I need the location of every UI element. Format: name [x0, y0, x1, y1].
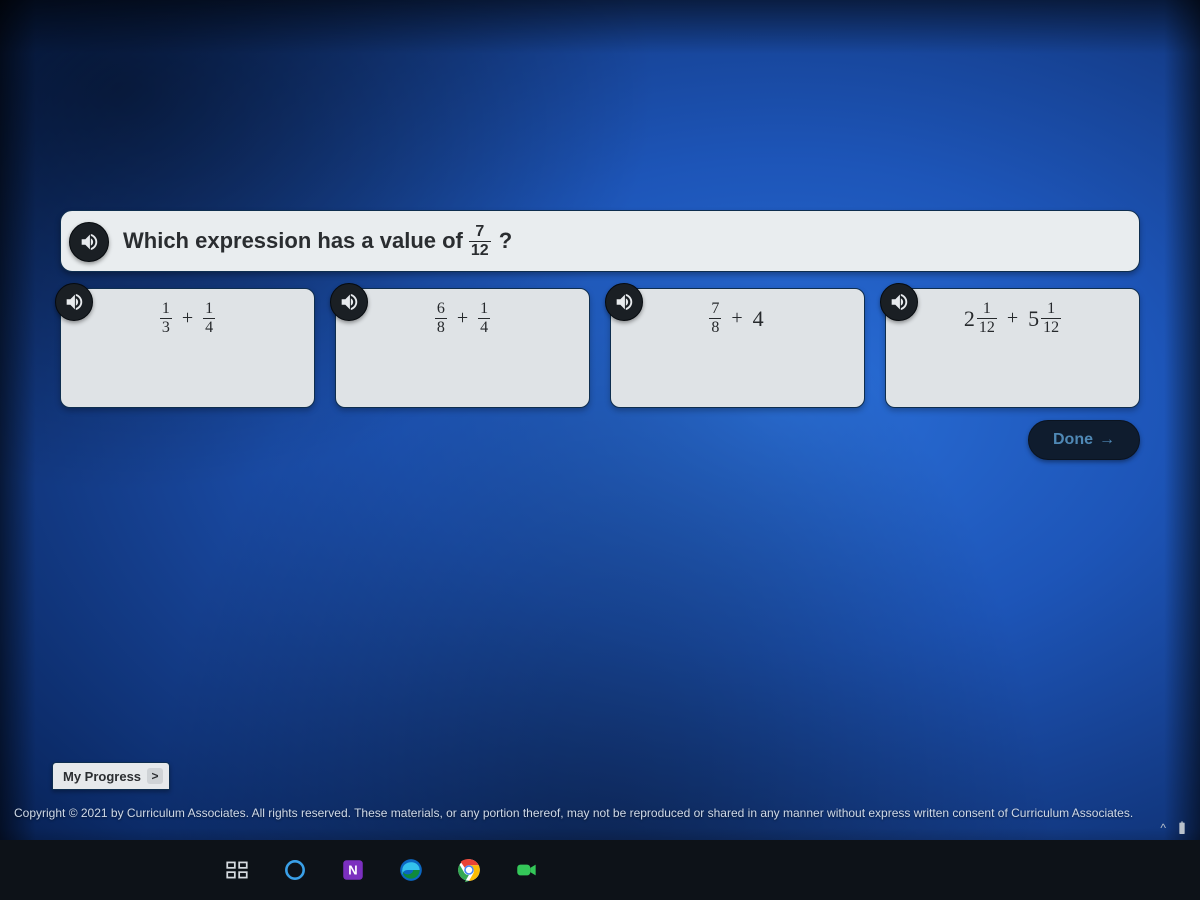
- option-card[interactable]: 2 112 + 5 112: [885, 288, 1140, 408]
- question-fraction: 7 12: [469, 224, 491, 259]
- speaker-icon[interactable]: [330, 283, 368, 321]
- edge-icon[interactable]: [394, 853, 428, 887]
- option-expression: 78 + 4: [709, 301, 765, 336]
- battery-icon: [1174, 820, 1190, 836]
- option-expression: 68 + 14: [435, 301, 490, 336]
- option-expression: 13 + 14: [160, 301, 215, 336]
- copyright-text: Copyright © 2021 by Curriculum Associate…: [0, 806, 1200, 820]
- speaker-icon[interactable]: [69, 222, 109, 262]
- question-text: Which expression has a value of 7 12 ?: [123, 224, 512, 259]
- question-prefix: Which expression has a value of: [123, 228, 463, 254]
- speaker-icon[interactable]: [605, 283, 643, 321]
- done-label: Done: [1053, 431, 1093, 449]
- my-progress-tab[interactable]: My Progress >: [52, 762, 170, 790]
- progress-label: My Progress: [63, 769, 141, 784]
- facetime-icon[interactable]: [510, 853, 544, 887]
- tray-expand-icon[interactable]: ^: [1160, 821, 1166, 835]
- task-view-icon[interactable]: [220, 853, 254, 887]
- option-card[interactable]: 78 + 4: [610, 288, 865, 408]
- system-tray: ^: [1160, 820, 1190, 836]
- taskbar: N: [0, 840, 1200, 900]
- speaker-icon[interactable]: [880, 283, 918, 321]
- chevron-right-icon: >: [147, 768, 163, 784]
- speaker-icon[interactable]: [55, 283, 93, 321]
- option-card[interactable]: 68 + 14: [335, 288, 590, 408]
- question-suffix: ?: [499, 228, 512, 254]
- svg-text:N: N: [348, 862, 357, 877]
- done-button[interactable]: Done →: [1028, 420, 1140, 460]
- quiz-area: Which expression has a value of 7 12 ? 1…: [60, 210, 1140, 408]
- vignette-overlay: [0, 0, 1200, 900]
- cortana-icon[interactable]: [278, 853, 312, 887]
- options-row: 13 + 14 68 + 14 78 + 4: [60, 288, 1140, 408]
- chrome-icon[interactable]: [452, 853, 486, 887]
- onenote-icon[interactable]: N: [336, 853, 370, 887]
- option-expression: 2 112 + 5 112: [964, 301, 1061, 336]
- arrow-right-icon: →: [1099, 431, 1115, 449]
- option-card[interactable]: 13 + 14: [60, 288, 315, 408]
- question-bar: Which expression has a value of 7 12 ?: [60, 210, 1140, 272]
